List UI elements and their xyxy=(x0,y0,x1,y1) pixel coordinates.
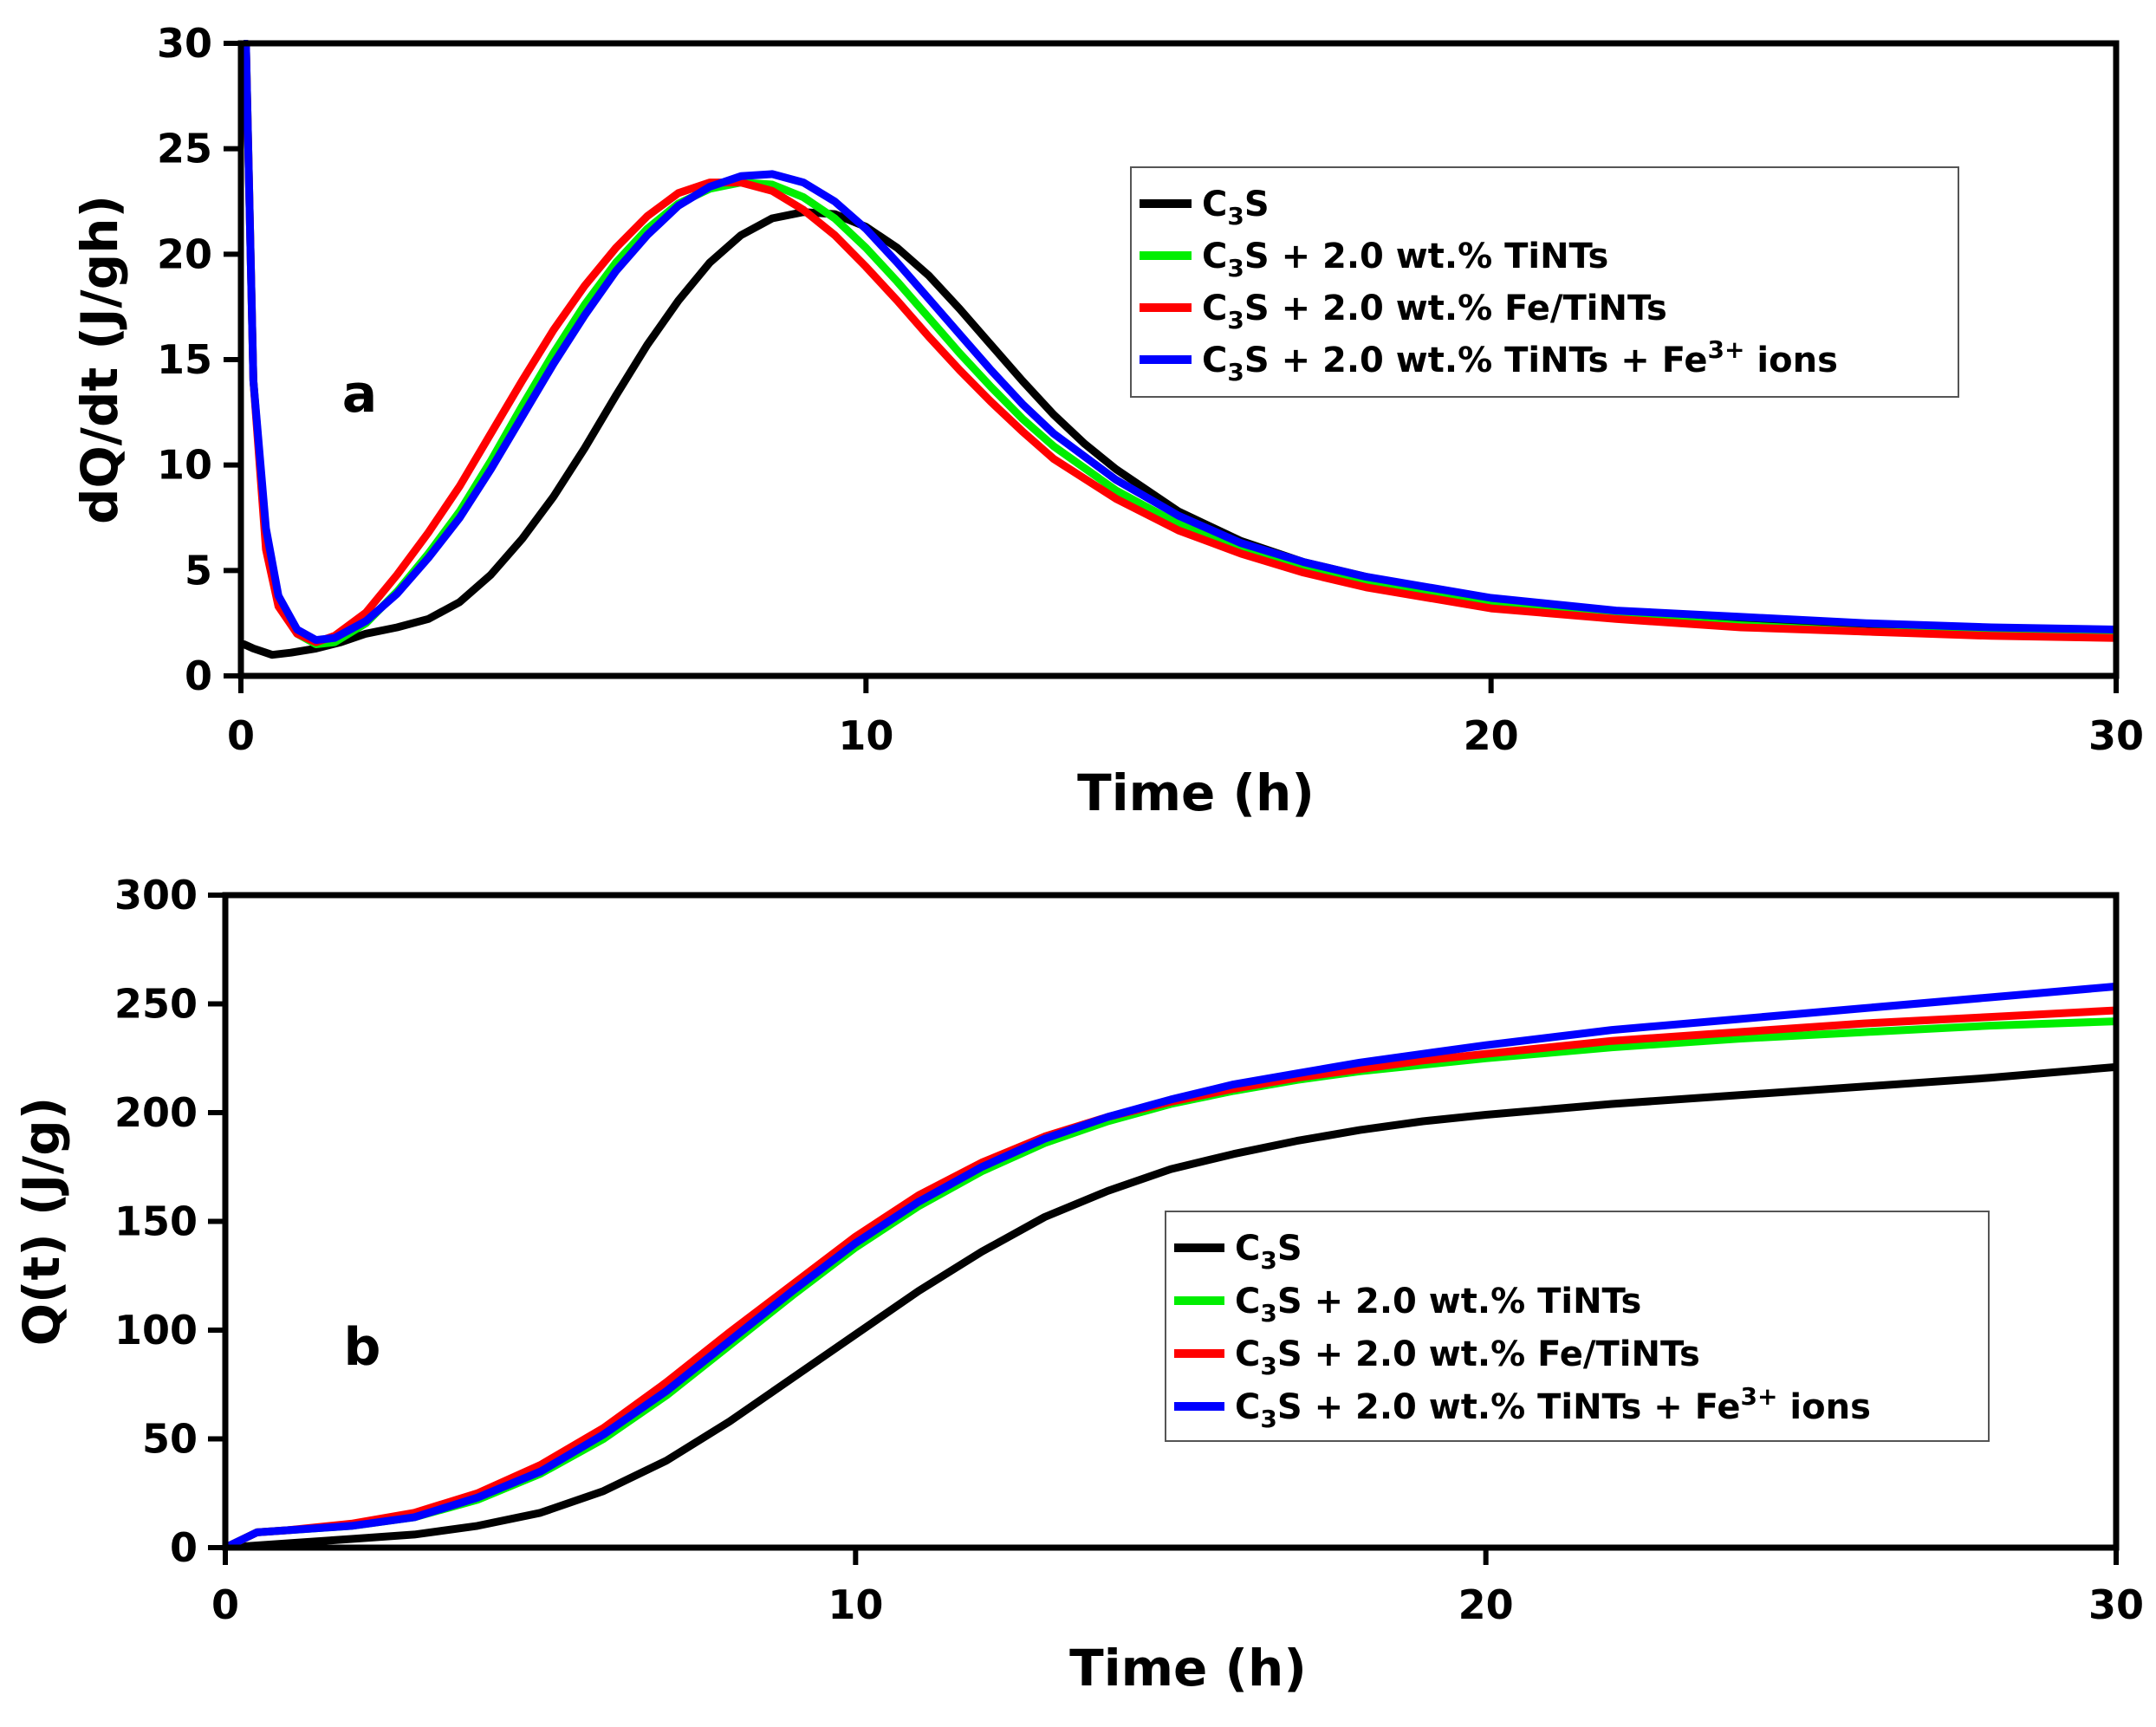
legend-label: C3S + 2.0 wt.% TiNTs xyxy=(1202,237,1608,282)
series-group xyxy=(241,40,2116,659)
y-tick-label: 300 xyxy=(114,872,198,919)
chart-panel-a: 0 10 20 30 0 5 10 15 20 25 30 Time (h) dQ/dt (J/gh) a… xyxy=(70,20,2144,822)
x-tick-label: 20 xyxy=(1458,1581,1514,1628)
x-tick-label: 20 xyxy=(1464,712,1519,759)
legend-label: C3S + 2.0 wt.% Fe/TiNTs xyxy=(1202,289,1667,334)
panel-label: b xyxy=(344,1317,381,1378)
y-tick-label: 250 xyxy=(114,981,198,1028)
x-axis-title: Time (h) xyxy=(1069,1639,1307,1698)
y-tick-label: 200 xyxy=(114,1089,198,1136)
legend-label: C3S xyxy=(1235,1229,1302,1275)
legend-label: C3S + 2.0 wt.% TiNTs + Fe3+ ions xyxy=(1202,335,1838,386)
x-axis-title: Time (h) xyxy=(1077,763,1315,822)
x-tick-label: 0 xyxy=(227,712,255,759)
x-tick-label: 10 xyxy=(838,712,893,759)
series-line-3 xyxy=(242,40,2116,645)
x-tick-label: 10 xyxy=(828,1581,883,1628)
series-line-2 xyxy=(242,40,2116,646)
legend-label: C3S xyxy=(1202,185,1270,230)
x-tick-label: 30 xyxy=(2088,1581,2144,1628)
legend: C3S C3S + 2.0 wt.% TiNTs C3S + 2.0 wt.% Fe… xyxy=(1130,166,1959,398)
y-tick-label: 150 xyxy=(114,1198,198,1245)
series-line-3 xyxy=(225,982,2116,1548)
y-tick-label: 5 xyxy=(185,547,212,594)
legend-box xyxy=(1130,166,1959,398)
y-tick-label: 0 xyxy=(185,652,212,699)
series-line-0 xyxy=(225,1062,2116,1548)
y-tick-label: 0 xyxy=(170,1524,198,1571)
y-tick-label: 15 xyxy=(157,336,212,383)
legend: C3S C3S + 2.0 wt.% TiNTs C3S + 2.0 wt.% Fe… xyxy=(1165,1211,1990,1442)
y-tick-label: 50 xyxy=(142,1416,198,1463)
x-tick-label: 0 xyxy=(211,1581,239,1628)
y-tick-label: 20 xyxy=(157,230,212,277)
series-group xyxy=(225,982,2116,1548)
y-axis-title: Q(t) (J/g) xyxy=(12,1097,71,1347)
legend-box xyxy=(1165,1211,1990,1442)
panel-label: a xyxy=(342,364,378,425)
legend-label: C3S + 2.0 wt.% TiNTs + Fe3+ ions xyxy=(1235,1382,1871,1433)
x-tick-label: 30 xyxy=(2088,712,2144,759)
y-tick-label: 30 xyxy=(157,20,212,67)
legend-label: C3S + 2.0 wt.% Fe/TiNTs xyxy=(1235,1334,1700,1380)
series-line-2 xyxy=(225,1006,2116,1548)
legend-label: C3S + 2.0 wt.% TiNTs xyxy=(1235,1282,1641,1328)
y-axis-title: dQ/dt (J/gh) xyxy=(70,195,129,524)
y-tick-label: 10 xyxy=(157,442,212,489)
y-tick-label: 25 xyxy=(157,126,212,172)
y-tick-label: 100 xyxy=(114,1307,198,1354)
